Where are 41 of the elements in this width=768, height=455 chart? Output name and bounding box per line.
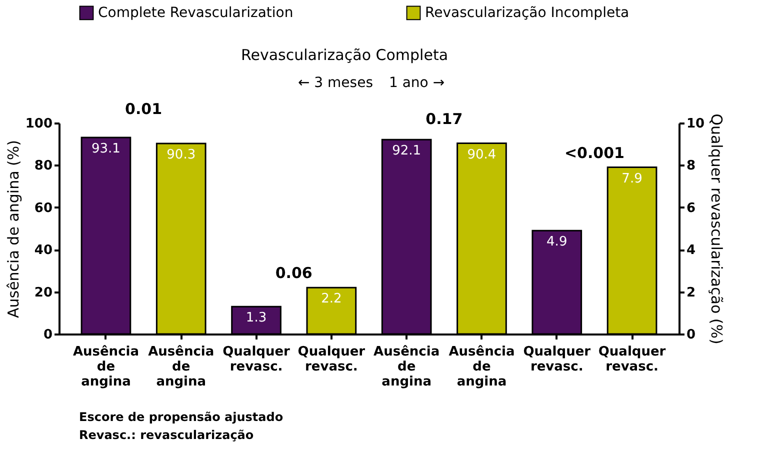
y-tick-label: 60 xyxy=(34,200,52,216)
annotation: <0.001 xyxy=(564,144,624,162)
y-tick-label: 40 xyxy=(34,243,52,258)
data-label: 92.1 xyxy=(392,144,422,159)
text: 0.01 xyxy=(125,100,162,118)
x-tick-label: Qualquer revasc. xyxy=(523,344,592,374)
x-tick-label: Ausência de angina xyxy=(448,344,515,390)
data-label: 2.2 xyxy=(321,292,342,307)
annotation: 0.17 xyxy=(426,110,463,128)
y-tick-label: 20 xyxy=(34,285,52,300)
x-tick-label: Ausência de angina xyxy=(148,344,214,390)
text: ← 3 meses xyxy=(298,75,373,91)
data-label: 1.3 xyxy=(246,310,267,326)
y2-tick-label: 6 xyxy=(686,200,696,216)
y2-tick-label: 10 xyxy=(686,116,705,132)
data-label: 4.9 xyxy=(546,234,568,250)
x-tick-label: Qualquer revasc. xyxy=(298,344,366,374)
x-tick-label: Qualquer revasc. xyxy=(222,344,291,374)
legend-label: Complete Revascularization xyxy=(98,4,294,21)
y2-tick-label: 8 xyxy=(686,158,696,174)
x-tick-label: Qualquer revasc. xyxy=(598,344,666,374)
y2-tick-label: 0 xyxy=(686,328,696,342)
y-axis-title: Ausência de angina (%) xyxy=(4,140,22,318)
text: Revascularização Completa xyxy=(241,46,448,64)
y2-tick-label: 2 xyxy=(686,285,696,300)
y-tick-label: 80 xyxy=(34,158,52,174)
y-tick-label: 100 xyxy=(25,116,52,132)
y-tick-label: 0 xyxy=(43,328,52,342)
text: 1 ano → xyxy=(389,75,445,91)
x-tick-label: Ausência de angina xyxy=(374,344,440,390)
data-label: 90.3 xyxy=(166,147,196,162)
x-tick-label: Ausência de angina xyxy=(72,344,139,390)
y2-axis-title: Qualquer revascularização (%) xyxy=(708,114,726,344)
data-label: 90.4 xyxy=(467,147,496,162)
text: Escore de propensão ajustado xyxy=(79,410,284,424)
y2-tick-label: 4 xyxy=(686,243,696,258)
annotation: 0.06 xyxy=(275,264,312,282)
data-label: 7.9 xyxy=(622,171,642,186)
text: Revasc.: revascularização xyxy=(79,428,254,442)
data-label: 93.1 xyxy=(91,142,120,157)
legend-label: Revascularização Incompleta xyxy=(425,4,630,21)
